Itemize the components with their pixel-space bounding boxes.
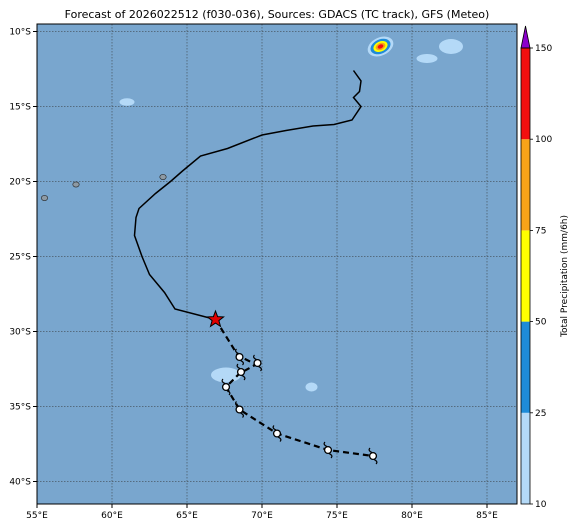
lon-tick-label: 65°E xyxy=(176,511,198,521)
map-frame xyxy=(36,23,518,505)
cyclone-symbol-arm xyxy=(241,374,246,381)
lon-tick-label: 80°E xyxy=(401,511,423,521)
precipitation-area xyxy=(377,44,384,49)
lat-tick-label: 35°S xyxy=(9,403,31,413)
island xyxy=(72,181,80,188)
cyclone-symbol-arm xyxy=(226,389,231,396)
colorbar-segment xyxy=(521,412,530,504)
cyclone-symbol-icon xyxy=(235,348,244,366)
map-title: Forecast of 2026022512 (f030-036), Sourc… xyxy=(65,8,490,21)
cyclone-symbol-center xyxy=(368,451,378,461)
colorbar-segment xyxy=(521,139,530,231)
precipitation-layer xyxy=(119,36,463,392)
axis-ticks: 55°E 60°E 65°E 70°E 75°E 80°E 85°E 10°S 15°S 20°S… xyxy=(9,28,498,522)
cyclone-symbol-arm xyxy=(328,452,333,459)
cyclone-symbol-arm xyxy=(235,401,239,407)
cyclone-symbol-icon xyxy=(272,425,282,442)
lon-tick-label: 75°E xyxy=(326,511,348,521)
colorbar-tick-label: 100 xyxy=(535,135,552,145)
cyclone-symbol-icon xyxy=(323,441,333,459)
lon-tick-label: 70°E xyxy=(251,511,273,521)
precipitation-area xyxy=(439,39,463,54)
precipitation-area xyxy=(119,98,135,106)
lat-tick-label: 10°S xyxy=(9,28,31,38)
cyclone-symbol-center xyxy=(221,382,231,392)
lat-tick-label: 30°S xyxy=(9,328,31,338)
cyclone-markers xyxy=(206,309,378,465)
colorbar-tick-label: 10 xyxy=(535,500,547,510)
cyclone-symbol-arm xyxy=(272,425,277,431)
cyclone-symbol-center xyxy=(253,358,262,368)
colorbar-tick-label: 25 xyxy=(535,409,546,419)
colorbar-segment xyxy=(521,230,530,322)
cyclone-symbol-center xyxy=(235,405,244,414)
map-panel: 55°E 60°E 65°E 70°E 75°E 80°E 85°E 10°S 15°S 20°S… xyxy=(9,23,518,522)
cyclone-symbol-arm xyxy=(253,354,257,361)
island xyxy=(159,174,167,180)
colorbar-extend-arrow xyxy=(520,25,531,49)
lat-tick-label: 15°S xyxy=(9,103,31,113)
cyclone-symbol-arm xyxy=(373,458,378,465)
cyclone-symbol-arm xyxy=(236,363,241,370)
cyclone-symbol-icon xyxy=(253,354,262,372)
lon-tick-label: 85°E xyxy=(476,511,498,521)
cyclone-symbol-arm xyxy=(277,436,282,442)
colorbar-tick-label: 150 xyxy=(535,44,552,54)
lat-tick-label: 20°S xyxy=(9,178,31,188)
lat-tick-label: 25°S xyxy=(9,253,31,263)
cyclone-symbol-arm xyxy=(368,447,373,454)
ocean-background xyxy=(37,24,517,504)
cyclone-symbol-icon xyxy=(221,378,231,396)
colorbar-segment xyxy=(521,321,530,413)
colorbar-label: Total Precipitation (mm/6h) xyxy=(560,215,570,338)
precipitation-area xyxy=(305,382,318,392)
cyclone-symbol-center xyxy=(236,367,246,377)
cyclone-symbol-center xyxy=(235,352,244,362)
island xyxy=(40,195,48,201)
past-track-line xyxy=(133,70,362,321)
cyclone-symbol-arm xyxy=(235,348,239,355)
precipitation-area xyxy=(211,367,241,383)
land-layer xyxy=(40,174,167,201)
lat-tick-label: 40°S xyxy=(9,478,31,488)
cyclone-symbol-icon xyxy=(235,401,244,418)
colorbar-segment xyxy=(521,48,530,140)
cyclone-symbol-arm xyxy=(221,378,226,385)
cyclone-symbol-arm xyxy=(240,412,244,418)
colorbar-frame xyxy=(520,47,531,505)
lon-tick-label: 55°E xyxy=(26,511,48,521)
cyclone-symbol-center xyxy=(272,429,282,438)
precipitation-area xyxy=(416,54,438,63)
lon-tick-label: 60°E xyxy=(101,511,123,521)
cyclone-symbol-arm xyxy=(323,441,328,448)
colorbar-tick-label: 75 xyxy=(535,226,546,236)
cyclone-symbol-arm xyxy=(258,365,262,372)
red-star-icon xyxy=(206,309,225,328)
cyclone-symbol-icon xyxy=(236,363,246,381)
cyclone-symbol-icon xyxy=(368,447,378,465)
colorbar: 10 25 50 75 100 150 Total Precipitation (mm/6h… xyxy=(520,25,570,510)
cyclone-symbol-center xyxy=(323,445,333,455)
colorbar-tick-label: 50 xyxy=(535,318,547,328)
cyclone-symbol-arm xyxy=(240,359,244,366)
